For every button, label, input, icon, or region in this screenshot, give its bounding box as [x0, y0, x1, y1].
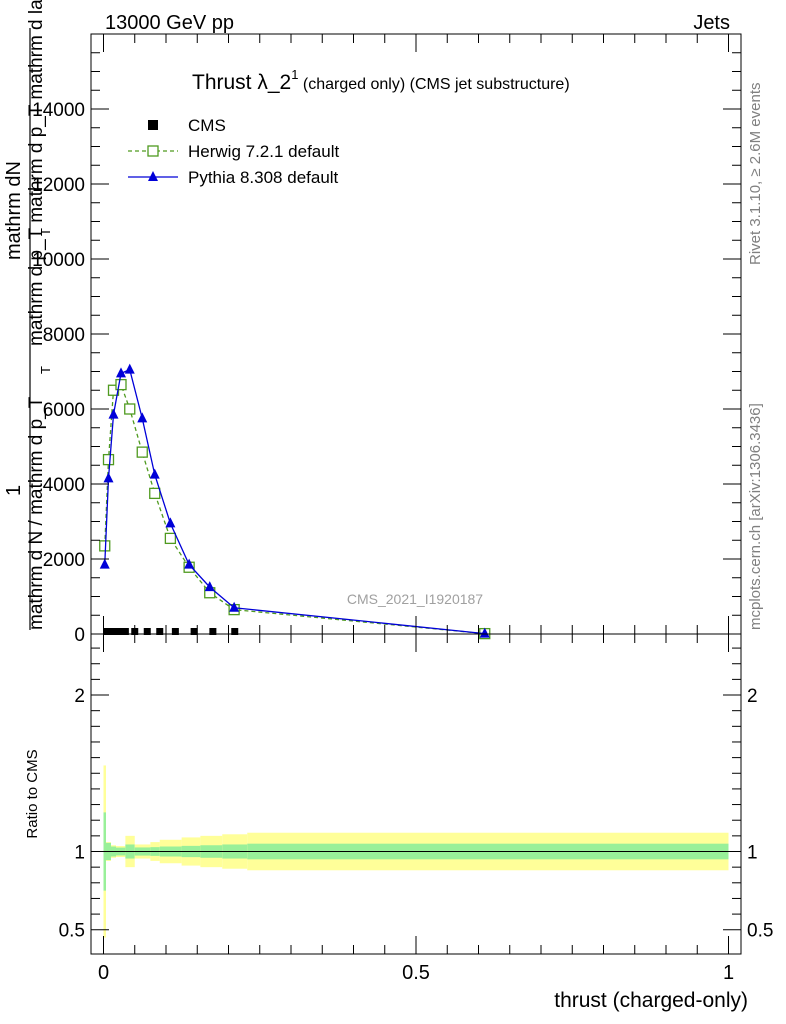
data-point	[109, 628, 117, 635]
analysis-watermark: CMS_2021_I1920187	[347, 591, 483, 607]
x-tick-label: 0	[98, 962, 109, 984]
data-point	[184, 558, 195, 569]
ylabel-one: 1	[3, 485, 25, 496]
y-tick-label: 0	[74, 625, 85, 646]
y-tick-label: 10000	[32, 250, 85, 271]
data-point	[99, 540, 111, 552]
x-tick-label: 1	[723, 962, 734, 984]
data-point	[156, 628, 164, 635]
data-point	[164, 532, 177, 545]
data-point	[479, 627, 490, 638]
legend-swatch	[147, 145, 159, 157]
x-tick-label: 0.5	[402, 962, 430, 984]
rivet-label: Rivet 3.1.10, ≥ 2.6M events	[747, 83, 764, 266]
data-point	[115, 378, 127, 391]
main-plot-ytick-labels: 0 2000 4000 6000 8000 10000 12000 14000	[32, 100, 85, 646]
y-tick-label: 8000	[43, 325, 85, 346]
data-point	[99, 558, 110, 569]
x-tick-labels: 0 0.5 1	[98, 962, 734, 984]
data-point	[229, 601, 240, 612]
y-tick-label: 4000	[43, 475, 85, 496]
ylabel-subscript-2: T	[38, 366, 53, 374]
legend-label: Pythia 8.308 default	[188, 168, 339, 187]
y-tick-label: 14000	[32, 100, 85, 121]
main-y-axis-label: mathrm dN mathrm d p_T mathrm d p_T math…	[3, 0, 53, 630]
data-point	[171, 628, 179, 635]
series-pythia-8-308-default	[99, 363, 490, 638]
data-point	[204, 581, 215, 592]
ratio-y-axis-label: Ratio to CMS	[24, 749, 41, 838]
data-point	[121, 628, 129, 635]
x-axis-label: thrust (charged-only)	[554, 989, 748, 1012]
y-tick-label: 6000	[43, 400, 85, 421]
legend-item: CMS	[148, 116, 226, 135]
data-point	[231, 628, 239, 635]
ylabel-top: mathrm dN	[3, 161, 25, 260]
data-point	[115, 628, 123, 635]
ratio-y-tick-label-right: 1	[747, 843, 758, 864]
data-point	[143, 628, 151, 635]
legend-item: Herwig 7.2.1 default	[128, 142, 339, 161]
legend: CMS Herwig 7.2.1 default Pythia 8.308 defa…	[128, 116, 339, 187]
ratio-plot-frame	[90, 633, 742, 955]
legend-label: Herwig 7.2.1 default	[188, 142, 339, 161]
data-point	[136, 446, 148, 458]
ratio-y-tick-label-right: 2	[747, 686, 758, 707]
ratio-plot-ticks	[91, 634, 741, 954]
data-point	[116, 367, 126, 378]
ratio-y-tick-label: 1	[74, 843, 85, 864]
y-tick-label: 2000	[43, 550, 85, 571]
data-point	[108, 408, 119, 419]
ratio-plot-tick-labels: 0.5 0.5 1 1 2 2	[59, 686, 774, 942]
ylabel-bottom: mathrm d N / mathrm d p_T	[26, 396, 47, 630]
data-point	[137, 412, 148, 423]
legend-item: Pythia 8.308 default	[128, 168, 339, 187]
ratio-y-tick-label-right: 0.5	[747, 921, 773, 942]
legend-label: CMS	[188, 116, 226, 135]
ylabel-middle: mathrm d p_T mathrm d p_T mathrm d lambd…	[26, 0, 47, 346]
series-cms	[103, 628, 239, 635]
data-point	[149, 487, 161, 500]
data-point	[149, 468, 160, 479]
legend-swatch	[148, 120, 158, 130]
ratio-plot-panel: 0.5 0.5 1 1 2 2 Ratio to CMS	[24, 633, 774, 955]
ylabel-subscript-1: T	[38, 228, 53, 236]
header-right: Jets	[693, 12, 730, 34]
data-point	[124, 363, 135, 374]
mcplots-label: mcplots.cern.ch [arXiv:1306.3436]	[747, 403, 764, 630]
data-point	[102, 453, 115, 466]
data-point	[209, 628, 217, 635]
legend-swatch	[148, 171, 158, 181]
plot-title: Thrust λ_21 (charged only) (CMS jet subs…	[192, 67, 570, 94]
main-plot-panel: 0 2000 4000 6000 8000 10000 12000 14000 Thrust …	[32, 33, 742, 646]
data-point	[165, 517, 176, 528]
data-point	[124, 403, 136, 415]
data-point	[103, 628, 111, 635]
y-tick-label: 12000	[32, 175, 85, 196]
ratio-y-tick-label: 0.5	[59, 921, 85, 942]
header-left: 13000 GeV pp	[105, 12, 234, 34]
ratio-y-tick-label: 2	[74, 686, 85, 707]
data-point	[190, 628, 198, 635]
data-point	[103, 472, 114, 483]
